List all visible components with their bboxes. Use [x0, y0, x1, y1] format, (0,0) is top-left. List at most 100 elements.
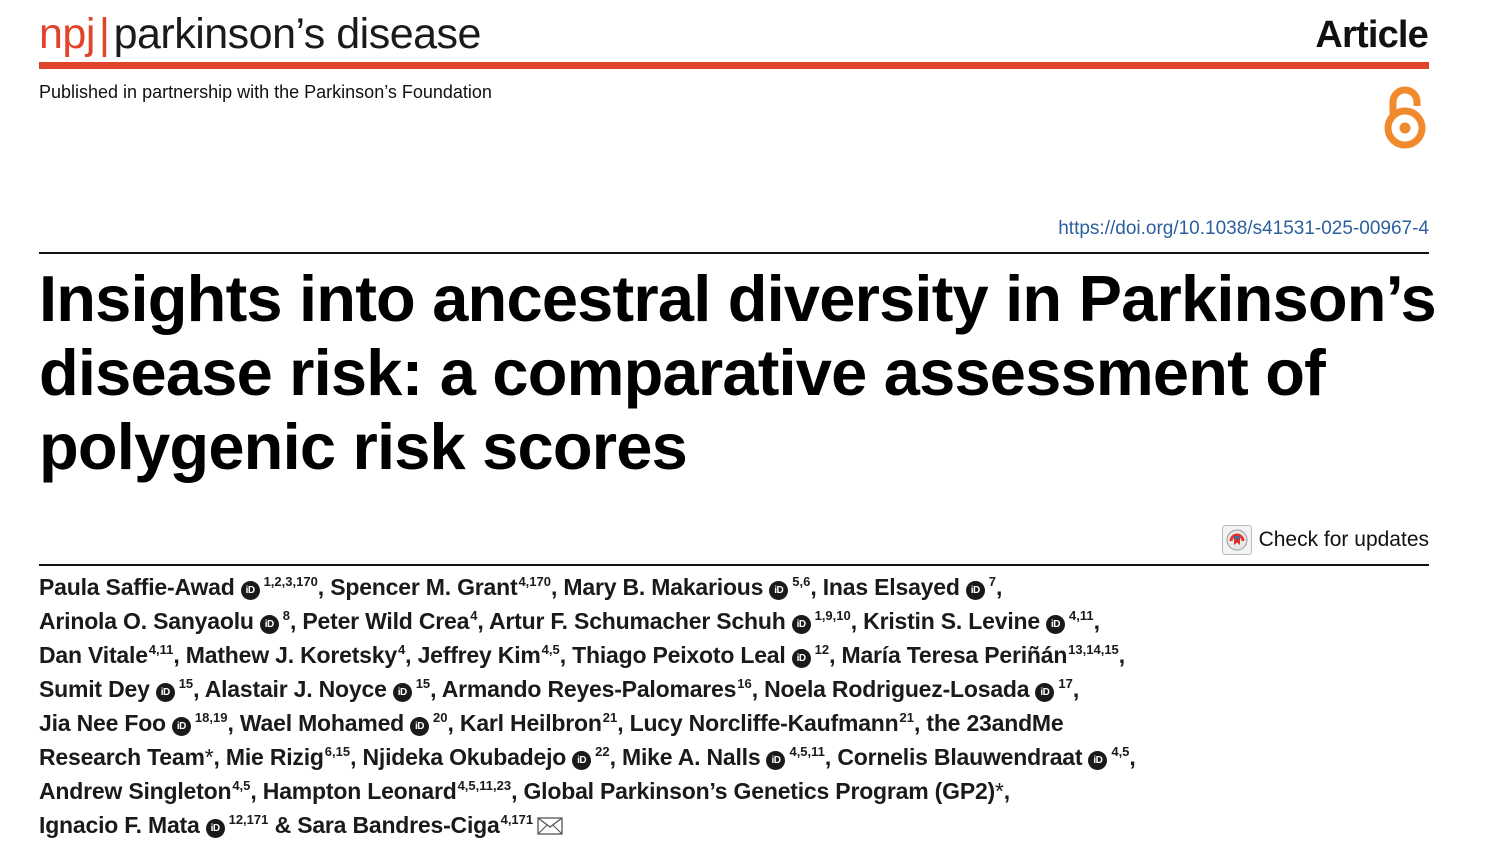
affiliation-ref[interactable]: 13,14,15 [1068, 642, 1119, 657]
check-for-updates-button[interactable]: Check for updates [1221, 524, 1429, 556]
separator: , [559, 642, 566, 668]
author-name[interactable]: Alastair J. Noyce [204, 676, 387, 702]
group-author-name[interactable]: Research Team [39, 744, 205, 770]
author-name[interactable]: Jia Nee Foo [39, 710, 166, 736]
separator: , [447, 710, 454, 736]
author-name[interactable]: María Teresa Periñán [841, 642, 1068, 668]
affiliation-ref[interactable]: 20 [433, 710, 448, 725]
author-name[interactable]: Paula Saffie-Awad [39, 574, 235, 600]
affiliation-ref[interactable]: 4,171 [500, 812, 534, 827]
author-line: Research Team*, Mie Rizig6,15, Njideka O… [39, 740, 1439, 774]
orcid-icon[interactable]: iD [769, 581, 789, 600]
separator: , [405, 642, 412, 668]
crossmark-icon [1221, 525, 1252, 555]
author-name[interactable]: Cornelis Blauwendraat [837, 744, 1083, 770]
open-access-lock-icon[interactable] [1380, 80, 1430, 150]
orcid-icon[interactable]: iD [259, 615, 279, 634]
article-type: Article [1315, 14, 1428, 56]
affiliation-ref[interactable]: 1,2,3,170 [263, 574, 318, 589]
affiliation-ref[interactable]: 4,5,11,23 [457, 778, 512, 793]
author-name[interactable]: Kristin S. Levine [863, 608, 1040, 634]
affiliation-ref[interactable]: 4 [470, 608, 478, 623]
author-name[interactable]: Arinola O. Sanyaolu [39, 608, 254, 634]
orcid-icon[interactable]: iD [392, 683, 412, 702]
orcid-icon[interactable]: iD [1035, 683, 1055, 702]
orcid-icon[interactable]: iD [205, 819, 225, 838]
affiliation-ref[interactable]: 18,19 [194, 710, 228, 725]
affiliation-ref[interactable]: 12 [814, 642, 830, 657]
orcid-icon[interactable]: iD [766, 751, 786, 770]
author-name[interactable]: Mike A. Nalls [622, 744, 761, 770]
brand-separator: | [98, 10, 110, 58]
author-line: Dan Vitale4,11, Mathew J. Koretsky4, Jef… [39, 638, 1439, 672]
affiliation-ref[interactable]: 4,5 [541, 642, 560, 657]
affiliation-ref[interactable]: 15 [178, 676, 194, 691]
author-name[interactable]: Karl Heilbron [459, 710, 602, 736]
author-name[interactable]: Noela Rodriguez-Losada [764, 676, 1030, 702]
author-name[interactable]: Inas Elsayed [822, 574, 960, 600]
affiliation-ref[interactable]: 4,5,11 [789, 744, 825, 759]
separator: , [250, 778, 257, 804]
joiner: & [274, 812, 292, 838]
partnership-note: Published in partnership with the Parkin… [39, 82, 492, 102]
orcid-icon[interactable]: iD [572, 751, 592, 770]
affiliation-ref[interactable]: 12,171 [228, 812, 269, 827]
author-name[interactable]: Wael Mohamed [239, 710, 405, 736]
separator: , [810, 574, 817, 600]
orcid-icon[interactable]: iD [171, 717, 191, 736]
affiliation-ref[interactable]: 21 [899, 710, 914, 725]
author-name[interactable]: Sara Bandres-Ciga [297, 812, 500, 838]
orcid-icon[interactable]: iD [965, 581, 985, 600]
author-name[interactable]: Hampton Leonard [262, 778, 457, 804]
orcid-icon[interactable]: iD [240, 581, 260, 600]
author-name[interactable]: Jeffrey Kim [417, 642, 541, 668]
orcid-icon[interactable]: iD [155, 683, 175, 702]
author-name[interactable]: Mathew J. Koretsky [185, 642, 397, 668]
affiliation-ref[interactable]: 1,9,10 [814, 608, 851, 623]
affiliation-ref[interactable]: 17 [1058, 676, 1073, 691]
author-name[interactable]: Ignacio F. Mata [39, 812, 200, 838]
affiliation-ref[interactable]: 22 [595, 744, 610, 759]
title-rule [39, 252, 1429, 254]
author-name[interactable]: Mie Rizig [225, 744, 324, 770]
author-name[interactable]: Dan Vitale [39, 642, 148, 668]
author-name[interactable]: Spencer M. Grant [330, 574, 518, 600]
author-name[interactable]: Thiago Peixoto Leal [572, 642, 786, 668]
orcid-icon[interactable]: iD [1045, 615, 1065, 634]
affiliation-ref[interactable]: 16 [737, 676, 752, 691]
affiliation-ref[interactable]: 5,6 [792, 574, 811, 589]
journal-brand[interactable]: npj|parkinson’s disease [39, 8, 481, 60]
affiliation-ref[interactable]: 4,11 [1068, 608, 1094, 623]
affiliation-ref[interactable]: 4,5 [232, 778, 251, 793]
orcid-icon[interactable]: iD [791, 615, 811, 634]
header-rule [39, 62, 1429, 69]
author-name[interactable]: Armando Reyes-Palomares [441, 676, 737, 702]
author-name[interactable]: Sumit Dey [39, 676, 150, 702]
affiliation-ref[interactable]: 4,5 [1111, 744, 1130, 759]
affiliation-ref[interactable]: 6,15 [324, 744, 351, 759]
separator: , [1118, 642, 1125, 668]
orcid-icon[interactable]: iD [1088, 751, 1108, 770]
group-author-name[interactable]: Global Parkinson’s Genetics Program (GP2… [523, 778, 996, 804]
author-name[interactable]: Mary B. Makarious [563, 574, 764, 600]
author-name[interactable]: Peter Wild Crea [302, 608, 470, 634]
orcid-icon[interactable]: iD [791, 649, 811, 668]
affiliation-ref[interactable]: 4,170 [518, 574, 551, 589]
affiliation-ref[interactable]: 4,11 [148, 642, 174, 657]
affiliation-ref[interactable]: 7 [988, 574, 996, 589]
author-line: Andrew Singleton4,5, Hampton Leonard4,5,… [39, 774, 1439, 808]
affiliation-ref[interactable]: 21 [602, 710, 618, 725]
author-name[interactable]: Lucy Norcliffe-Kaufmann [629, 710, 899, 736]
affiliation-ref[interactable]: 15 [415, 676, 431, 691]
group-author-name[interactable]: the 23andMe [926, 710, 1064, 736]
affiliation-ref[interactable]: 8 [282, 608, 290, 623]
author-name[interactable]: Andrew Singleton [39, 778, 232, 804]
separator: , [213, 744, 220, 770]
doi-link[interactable]: https://doi.org/10.1038/s41531-025-00967… [1058, 218, 1429, 239]
affiliation-ref[interactable]: 4 [397, 642, 406, 657]
author-name[interactable]: Njideka Okubadejo [362, 744, 567, 770]
orcid-icon[interactable]: iD [410, 717, 430, 736]
separator: , [824, 744, 832, 770]
envelope-icon[interactable] [537, 816, 563, 836]
author-name[interactable]: Artur F. Schumacher Schuh [488, 608, 786, 634]
